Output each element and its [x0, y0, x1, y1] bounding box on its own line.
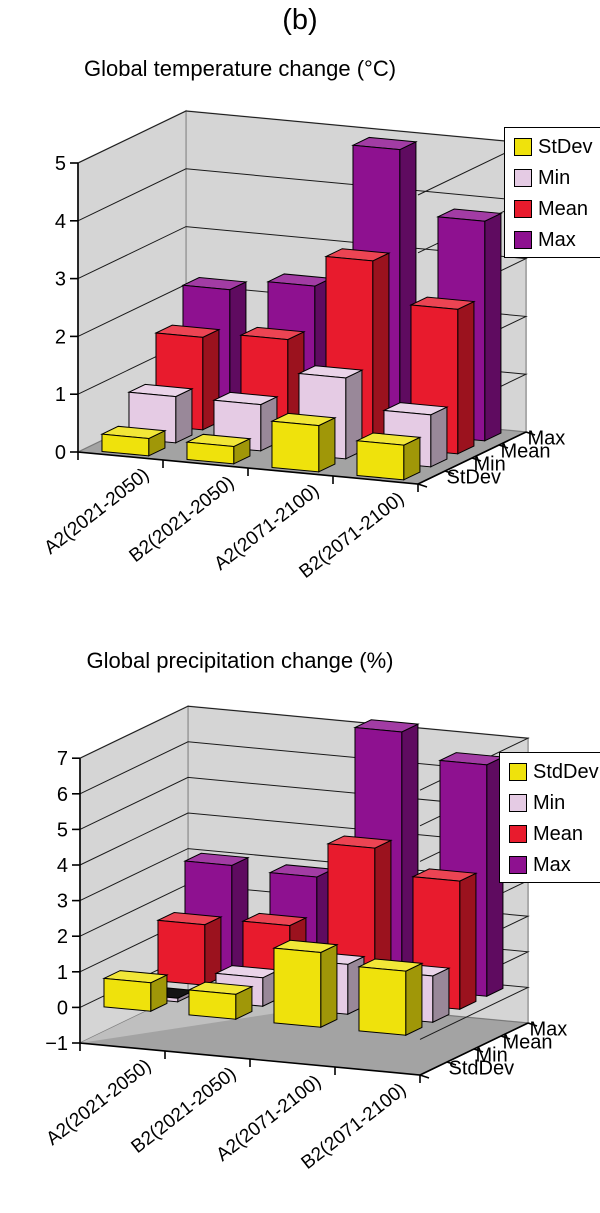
y-tick-label: 7: [57, 748, 68, 770]
legend-label: Max: [533, 854, 571, 876]
legend-label: Min: [538, 167, 571, 189]
bar-side-StDev: [318, 417, 336, 473]
legend-item-StdDev: StdDev: [509, 762, 599, 782]
legend-item-Mean: Mean: [509, 824, 599, 844]
y-tick-label: 2: [57, 926, 68, 948]
bar-Mean: [157, 919, 206, 986]
depth-axis-label: StdDev: [449, 1058, 515, 1080]
depth-tick: [500, 1035, 511, 1040]
y-tick-label: 4: [55, 211, 66, 233]
temperature-chart-legend: StDev Min Mean Max: [504, 127, 600, 258]
y-tick-label: 6: [57, 784, 68, 806]
temperature-chart-title: Global temperature change (°C): [83, 56, 397, 81]
legend-label: Mean: [538, 198, 589, 220]
legend-swatch-StDev: [514, 138, 532, 156]
depth-tick: [446, 1061, 457, 1066]
legend-item-Max: Max: [514, 230, 592, 250]
legend-item-Min: Min: [514, 168, 592, 188]
bar-StDev: [101, 433, 150, 457]
depth-axis-label: Min: [474, 454, 506, 476]
y-tick-label: −1: [45, 1033, 68, 1055]
y-tick-label: 1: [57, 962, 68, 984]
bar-StdDev: [273, 947, 322, 1028]
bar-side-Max: [484, 212, 502, 442]
legend-item-StDev: StDev: [514, 137, 592, 157]
bar-StDev: [356, 440, 405, 481]
y-tick-label: 3: [57, 891, 68, 913]
bar-StdDev: [358, 966, 407, 1036]
legend-swatch-Mean: [509, 825, 527, 843]
legend-swatch-Max: [509, 856, 527, 874]
legend-label: Min: [533, 792, 566, 814]
y-tick-label: 3: [55, 269, 66, 291]
legend-item-Mean: Mean: [514, 199, 592, 219]
depth-axis-label: Max: [528, 428, 566, 450]
bar-StDev: [271, 420, 320, 473]
precipitation-chart-legend: StdDev Min Mean Max: [499, 752, 600, 883]
temperature-chart-canvas: 012345A2(2021-2050)B2(2021-2050)A2(2071-…: [41, 109, 566, 583]
y-tick-label: 2: [55, 326, 66, 348]
legend-label: Max: [538, 229, 576, 251]
legend-item-Min: Min: [509, 793, 599, 813]
legend-swatch-StdDev: [509, 763, 527, 781]
depth-axis-label: Mean: [503, 1032, 553, 1054]
bar-side-Mean: [459, 872, 477, 1011]
depth-tick: [473, 1048, 484, 1053]
y-tick-label: 1: [55, 384, 66, 406]
precipitation-chart-canvas: −101234567A2(2021-2050)B2(2021-2050)A2(2…: [43, 705, 568, 1174]
depth-axis-label: StDev: [447, 467, 501, 489]
y-tick-label: 5: [55, 153, 66, 175]
y-tick-label: 4: [57, 855, 68, 877]
legend-label: Mean: [533, 823, 584, 845]
depth-tick: [444, 470, 455, 475]
panel-label: (b): [282, 4, 318, 36]
legend-swatch-Min: [514, 169, 532, 187]
y-tick-label: 0: [57, 997, 68, 1019]
legend-label: StdDev: [533, 761, 599, 783]
legend-swatch-Min: [509, 794, 527, 812]
depth-tick: [419, 1074, 430, 1079]
legend-label: StDev: [538, 136, 593, 158]
depth-tick: [471, 457, 482, 462]
bar-side-StdDev: [320, 943, 338, 1029]
depth-tick: [525, 431, 536, 436]
legend-swatch-Max: [514, 231, 532, 249]
floor-highlight: [80, 991, 333, 1043]
bar-StdDev: [103, 977, 152, 1012]
depth-tick: [498, 444, 509, 449]
bar-side-Min: [432, 967, 450, 1024]
y-tick-label: 0: [55, 442, 66, 464]
bar-StDev: [186, 441, 235, 465]
legend-item-Max: Max: [509, 855, 599, 875]
y-tick-label: 5: [57, 819, 68, 841]
depth-axis-label: Mean: [501, 441, 551, 463]
depth-tick: [527, 1022, 538, 1027]
depth-axis-label: Max: [530, 1019, 568, 1041]
depth-tick: [417, 483, 428, 488]
bar-side-Mean: [457, 300, 475, 455]
bar-side-StdDev: [405, 962, 423, 1037]
gridline: [77, 110, 528, 196]
bar-side-Min: [175, 388, 193, 444]
bar-StdDev: [188, 989, 237, 1020]
depth-axis-label: Min: [476, 1045, 508, 1067]
legend-swatch-Mean: [514, 200, 532, 218]
bar-side-Min: [430, 406, 448, 468]
precipitation-chart-title: Global precipitation change (%): [86, 648, 394, 673]
